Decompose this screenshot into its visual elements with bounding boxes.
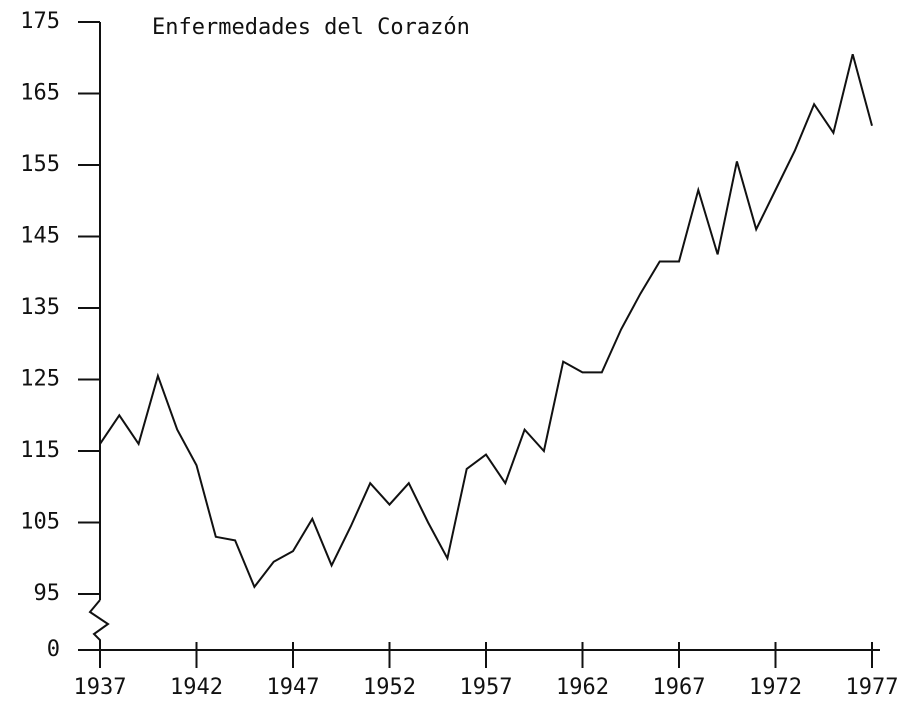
y-tick-label: 125 <box>20 367 60 392</box>
x-tick-label: 1977 <box>846 675 899 700</box>
y-tick-label: 0 <box>47 637 60 662</box>
axis-break <box>88 599 110 650</box>
y-tick-label: 165 <box>20 81 60 106</box>
x-tick-label: 1957 <box>460 675 513 700</box>
y-tick-label: 145 <box>20 224 60 249</box>
x-tick-label: 1962 <box>556 675 609 700</box>
y-tick-label: 95 <box>34 581 61 606</box>
x-tick-label: 1967 <box>653 675 706 700</box>
x-tick-label: 1937 <box>74 675 127 700</box>
y-tick-label: 175 <box>20 9 60 34</box>
x-tick-label: 1947 <box>267 675 320 700</box>
chart-title: Enfermedades del Corazón <box>152 15 470 40</box>
y-tick-label: 115 <box>20 438 60 463</box>
data-line <box>99 53 873 589</box>
y-tick-label: 135 <box>20 295 60 320</box>
x-tick-label: 1942 <box>170 675 223 700</box>
x-tick-label: 1972 <box>749 675 802 700</box>
x-tick-label: 1952 <box>363 675 416 700</box>
y-tick-label: 105 <box>20 510 60 535</box>
y-tick-label: 155 <box>20 152 60 177</box>
